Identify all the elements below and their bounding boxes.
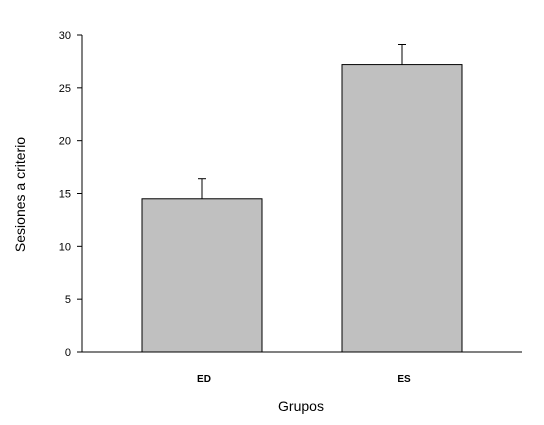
x-axis-title: Grupos xyxy=(278,398,324,414)
y-axis-ticks: 0 5 10 15 20 25 30 xyxy=(59,30,82,359)
y-tick-label: 5 xyxy=(65,294,71,306)
y-tick-label: 25 xyxy=(59,83,71,95)
y-tick-label: 15 xyxy=(59,189,71,201)
x-axis-labels: ED ES xyxy=(197,374,411,385)
x-tick-label-es: ES xyxy=(397,374,411,385)
bar-ed xyxy=(141,198,263,353)
bars-group xyxy=(141,64,463,353)
y-tick-label: 10 xyxy=(59,241,71,253)
y-tick-label: 20 xyxy=(59,136,71,148)
y-axis-title: Sesiones a criterio xyxy=(12,137,28,252)
y-tick-label: 0 xyxy=(65,347,71,359)
x-tick-label-ed: ED xyxy=(197,374,211,385)
error-bars-group xyxy=(198,44,406,199)
bar-es xyxy=(341,64,463,353)
y-tick-label: 30 xyxy=(59,30,71,42)
